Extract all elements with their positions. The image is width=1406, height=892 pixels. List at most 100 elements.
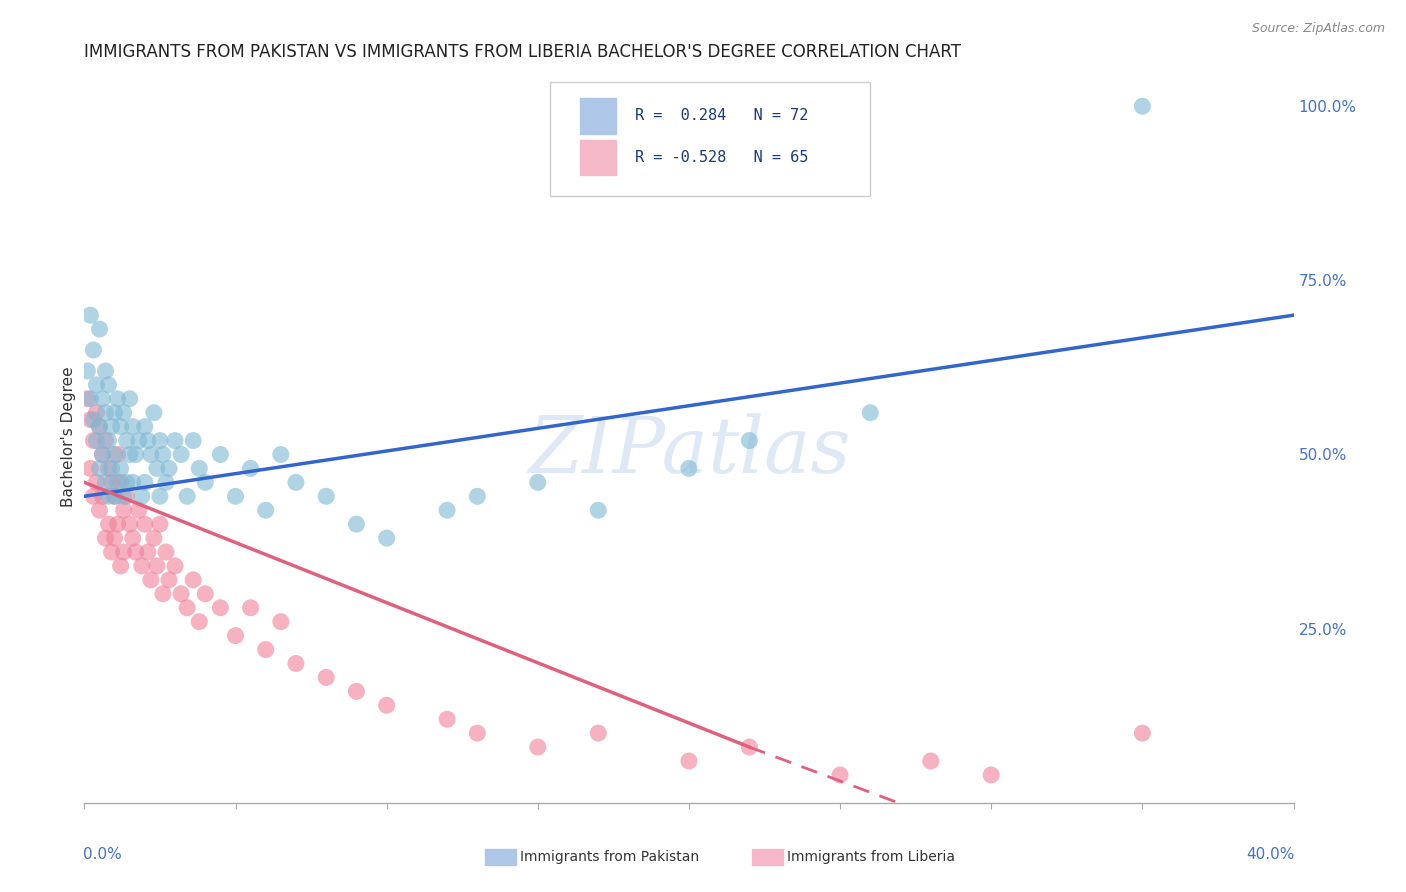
Point <box>254 642 277 657</box>
Point <box>100 545 122 559</box>
Point <box>181 573 204 587</box>
Point <box>134 475 156 490</box>
Point <box>115 434 138 448</box>
Point <box>139 573 162 587</box>
Point <box>157 461 180 475</box>
Point <box>128 503 150 517</box>
Text: ZIPatlas: ZIPatlas <box>527 414 851 490</box>
Point <box>436 503 458 517</box>
Point <box>86 377 108 392</box>
Point <box>118 448 141 462</box>
Point <box>97 377 120 392</box>
Point <box>86 434 108 448</box>
Point <box>170 448 193 462</box>
Text: IMMIGRANTS FROM PAKISTAN VS IMMIGRANTS FROM LIBERIA BACHELOR'S DEGREE CORRELATIO: IMMIGRANTS FROM PAKISTAN VS IMMIGRANTS F… <box>84 44 962 62</box>
Point <box>131 558 153 573</box>
Point <box>91 489 114 503</box>
Point <box>678 754 700 768</box>
Point <box>82 434 104 448</box>
Point <box>82 489 104 503</box>
Point <box>125 545 148 559</box>
Point <box>149 489 172 503</box>
Point <box>125 448 148 462</box>
Point <box>115 475 138 490</box>
Point <box>104 448 127 462</box>
Point <box>315 489 337 503</box>
Point <box>104 489 127 503</box>
Point <box>107 517 129 532</box>
Point <box>738 740 761 755</box>
Point <box>110 461 132 475</box>
Point <box>155 545 177 559</box>
Point <box>79 392 101 406</box>
Point <box>128 434 150 448</box>
Point <box>89 322 111 336</box>
Point <box>152 587 174 601</box>
Text: Immigrants from Liberia: Immigrants from Liberia <box>787 850 955 864</box>
Point <box>76 392 98 406</box>
Point <box>527 475 550 490</box>
Point <box>436 712 458 726</box>
Point <box>79 461 101 475</box>
Point <box>146 558 169 573</box>
Point <box>100 461 122 475</box>
Point <box>152 448 174 462</box>
Point <box>157 573 180 587</box>
Point <box>97 434 120 448</box>
Point <box>1130 99 1153 113</box>
Point <box>136 545 159 559</box>
Point <box>110 475 132 490</box>
Point <box>270 448 292 462</box>
Point <box>121 531 143 545</box>
Point <box>527 740 550 755</box>
Point <box>209 448 232 462</box>
Point <box>285 475 308 490</box>
Point <box>100 475 122 490</box>
Point <box>139 448 162 462</box>
Point <box>89 419 111 434</box>
Point <box>89 503 111 517</box>
Point <box>149 517 172 532</box>
Point <box>678 461 700 475</box>
Point <box>149 434 172 448</box>
Point <box>91 392 114 406</box>
Point <box>239 461 262 475</box>
Point <box>121 419 143 434</box>
Point <box>270 615 292 629</box>
FancyBboxPatch shape <box>581 98 616 134</box>
Point <box>107 448 129 462</box>
Point <box>467 726 489 740</box>
Point <box>467 489 489 503</box>
Point <box>980 768 1002 782</box>
Text: 0.0%: 0.0% <box>83 847 122 862</box>
Point <box>79 412 101 426</box>
Point <box>181 434 204 448</box>
FancyBboxPatch shape <box>581 140 616 175</box>
Point <box>1130 726 1153 740</box>
Point <box>82 343 104 357</box>
Point <box>588 726 610 740</box>
Point <box>104 531 127 545</box>
Point <box>146 461 169 475</box>
Point <box>165 558 187 573</box>
Point <box>170 587 193 601</box>
Point <box>194 475 217 490</box>
Point <box>89 419 111 434</box>
Point <box>110 419 132 434</box>
Point <box>176 489 198 503</box>
Point <box>254 503 277 517</box>
Point <box>94 475 117 490</box>
Text: 40.0%: 40.0% <box>1246 847 1295 862</box>
Point <box>188 461 211 475</box>
Point <box>209 600 232 615</box>
Point <box>118 392 141 406</box>
Point <box>738 434 761 448</box>
Point <box>89 461 111 475</box>
Point <box>118 517 141 532</box>
Point <box>97 461 120 475</box>
Point <box>121 475 143 490</box>
Text: Immigrants from Pakistan: Immigrants from Pakistan <box>520 850 699 864</box>
Point <box>225 489 247 503</box>
Point <box>104 406 127 420</box>
Point <box>94 406 117 420</box>
